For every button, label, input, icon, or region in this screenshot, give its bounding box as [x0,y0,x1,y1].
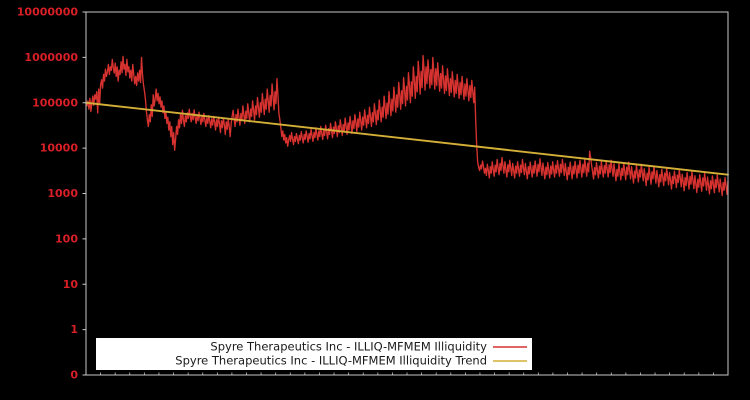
legend-background [96,338,532,370]
y-tick-label-0: 0 [70,369,78,382]
y-tick-label-1000: 1000 [47,187,78,200]
legend-label-illiquidity-trend: Spyre Therapeutics Inc - ILLIQ-MFMEM Ill… [175,354,487,368]
y-tick-label-10000000: 10000000 [17,6,79,19]
legend-label-illiquidity: Spyre Therapeutics Inc - ILLIQ-MFMEM Ill… [210,340,487,354]
y-tick-label-10000: 10000 [40,142,79,155]
illiquidity-series-line [85,54,729,197]
plot-area-background [86,12,728,375]
y-tick-label-1: 1 [70,323,78,336]
y-tick-label-100000: 100000 [32,96,78,109]
chart-legend[interactable]: Spyre Therapeutics Inc - ILLIQ-MFMEM Ill… [96,338,532,370]
y-tick-label-100: 100 [55,232,78,245]
illiquidity-trend-line [85,101,729,176]
y-tick-label-10: 10 [63,278,79,291]
y-tick-label-1000000: 1000000 [24,51,78,64]
plot-axis-frame [85,11,729,376]
